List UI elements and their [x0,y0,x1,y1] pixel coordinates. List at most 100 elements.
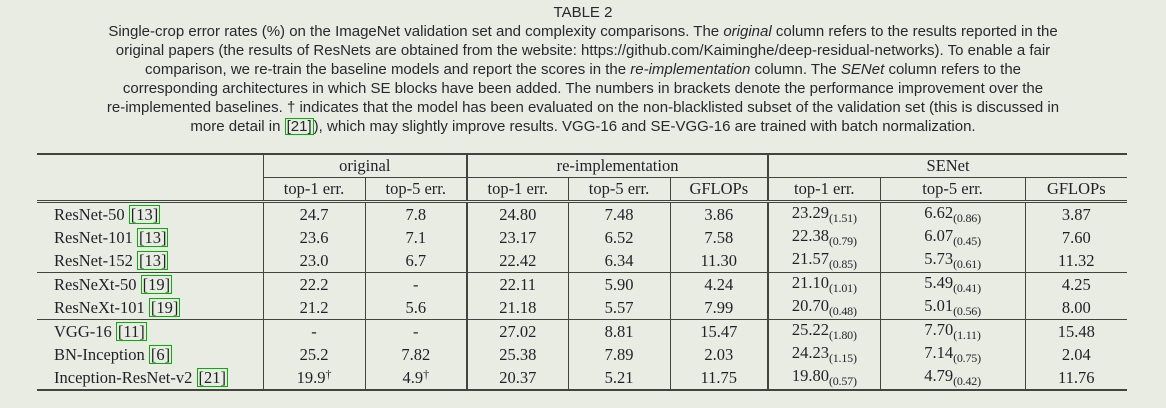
column-header-top-5-err-: top-5 err. [567,177,671,203]
improvement-subscript: (1.80) [828,328,857,342]
caption-text: re-implemented baselines. † indicates th… [106,99,1060,116]
improvement-subscript: (1.15) [828,351,857,365]
improvement-subscript: (0.57) [828,374,857,388]
citation-link[interactable]: [21] [196,367,228,387]
value-cell: 15.47 [669,319,769,343]
cell-value: 7.82 [401,344,431,364]
citation-link[interactable]: [19] [140,274,173,294]
value-cell: 6.62(0.86) [879,201,1026,226]
cell-value: 3.87 [1061,204,1091,224]
caption-text: original [723,23,772,40]
value-cell: 3.86 [669,201,769,226]
value-cell: 7.14(0.75) [879,343,1026,366]
cell-value: 23.17 [499,227,537,247]
value-cell: - [364,272,468,296]
model-name: Inception-ResNet-v2 [21] [37,366,263,391]
value-cell: 5.57 [567,296,671,320]
results-table: original re-implementation SENet top-1 err… [37,153,1128,391]
improvement-subscript: (0.75) [953,351,981,365]
value-cell: 11.32 [1024,249,1128,273]
caption-text: column refers to the results reported in… [771,23,1058,40]
value-cell: 27.02 [466,319,569,343]
cell-value: 25.2 [299,344,329,364]
model-name: ResNet-50 [13] [37,202,263,227]
value-cell: 7.70(1.11) [879,319,1026,343]
cell-value: 2.03 [704,344,734,364]
caption-line-2: original papers (the results of ResNets … [0,41,1166,60]
value-cell: 25.22(1.80) [767,319,881,343]
caption-text: re-implementation [630,61,751,78]
model-name: ResNeXt-50 [19] [37,273,263,297]
cell-value: 6.52 [604,227,634,247]
value-cell: 22.42 [466,249,569,273]
improvement-subscript: (0.48) [828,304,857,318]
model-name: ResNet-101 [13] [37,226,263,249]
citation-link[interactable]: [13] [136,250,169,270]
cell-value: 7.14 [924,343,954,362]
dagger-superscript: † [325,367,332,381]
model-label: VGG-16 [54,321,116,341]
cell-value: 5.49 [924,273,954,292]
cell-value: 7.99 [704,297,734,317]
value-cell: 23.17 [466,226,569,249]
cell-value: 8.00 [1061,297,1091,317]
cell-value: 15.47 [700,321,738,341]
improvement-subscript: (1.11) [953,328,981,342]
table-row-resnet-152: ResNet-152 [13] 23.0 6.7 22.42 6.34 11.30 21.5… [37,249,1128,273]
cell-value: 23.6 [299,227,329,247]
cell-value: 4.24 [704,274,734,294]
caption-line-5: re-implemented baselines. † indicates th… [0,98,1166,117]
cell-value: 23.0 [299,250,329,270]
column-header-row: top-1 err. top-5 err. top-1 err. top-5 err.… [37,177,1128,203]
value-cell: 2.04 [1024,343,1128,366]
cell-value: 21.2 [299,297,329,317]
cell-value: - [311,321,317,341]
group-header-senet: SENet [767,153,1128,178]
value-cell: 21.18 [466,296,569,320]
group-header-row: original re-implementation SENet [37,153,1128,178]
cell-value: 7.58 [704,227,734,247]
cell-value: 11.30 [700,250,738,270]
citation-link[interactable]: [21] [284,118,314,135]
improvement-subscript: (0.42) [953,374,981,388]
value-cell: - [262,319,365,343]
value-cell: 3.87 [1024,201,1128,226]
cell-value: 22.11 [499,274,537,294]
cell-value: 19.9 [296,368,326,387]
model-label: ResNet-50 [54,204,129,224]
value-cell: 25.38 [466,343,569,366]
caption-line-3: comparison, we re-train the baseline mod… [0,60,1166,79]
cell-value: 7.60 [1061,227,1091,247]
value-cell: 5.73(0.61) [879,249,1026,273]
dagger-superscript: † [423,367,430,381]
cell-value: 7.70 [924,320,954,339]
value-cell: 5.21 [567,366,671,391]
column-header-gflops: GFLOPs [669,177,769,203]
value-cell: - [364,319,468,343]
value-cell: 20.37 [466,366,569,391]
citation-link[interactable]: [13] [128,204,161,224]
cell-value: 23.29 [791,203,829,222]
model-label: ResNet-152 [54,250,137,270]
table-row-resnext-101: ResNeXt-101 [19] 21.2 5.6 21.18 5.57 7.99 20.7… [37,296,1128,320]
value-cell: 6.52 [567,226,671,249]
caption-line-6: more detail in [21]), which may slightly… [0,117,1166,136]
citation-link[interactable]: [11] [115,321,147,341]
cell-value: 21.18 [499,297,537,317]
column-header-top-1-err-: top-1 err. [767,177,881,203]
value-cell: 7.8 [364,201,468,226]
cell-value: 24.23 [791,343,829,362]
improvement-subscript: (0.85) [828,257,857,271]
value-cell: 4.9† [364,366,468,391]
citation-link[interactable]: [19] [148,297,181,317]
value-cell: 11.75 [669,366,769,391]
value-cell: 5.49(0.41) [879,272,1026,296]
cell-value: 7.48 [604,204,634,224]
cell-value: 19.80 [791,366,829,385]
caption-text: column refers to the [884,61,1022,78]
citation-link[interactable]: [13] [136,227,169,247]
cell-value: 25.38 [499,344,537,364]
cell-value: 6.34 [604,250,634,270]
citation-link[interactable]: [6] [148,344,173,364]
value-cell: 11.30 [669,249,769,273]
